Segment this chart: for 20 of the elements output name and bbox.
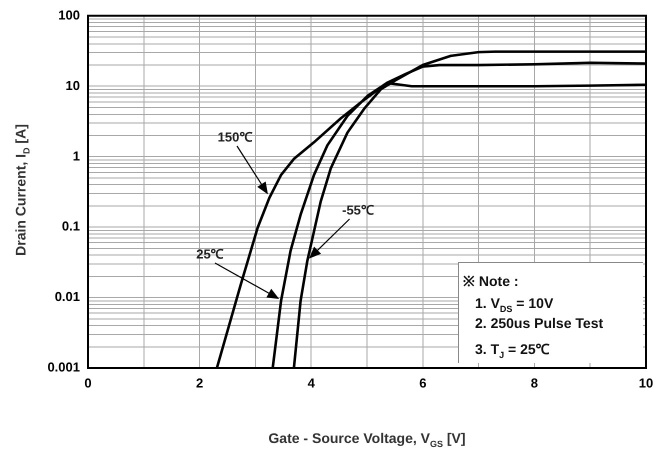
x-tick-label: 8	[530, 375, 538, 390]
annotation: ※ Note :	[463, 272, 519, 290]
y-tick-label: 1	[72, 148, 80, 164]
y-tick-label: 0.001	[47, 360, 80, 375]
x-tick-label: 2	[196, 375, 204, 390]
x-axis-title: Gate - Source Voltage, V$_{GS}$ [V]	[267, 430, 467, 449]
annotation: 2. 250us Pulse Test	[475, 315, 604, 331]
x-tick-label: 4	[308, 375, 316, 390]
y-tick-label: 10	[66, 78, 80, 93]
annotation: 25℃	[196, 246, 224, 262]
y-tick-label: 0.1	[62, 218, 80, 234]
x-tick-label: 6	[419, 375, 426, 390]
y-tick-label: 100	[58, 7, 80, 22]
y-tick-label: 0.01	[54, 289, 80, 304]
annotation: 3. T$_{J}$ = 25℃	[475, 340, 550, 360]
annotation: 1. V$_{DS}$ = 10V	[475, 295, 554, 314]
annotation: -55℃	[342, 202, 374, 218]
x-tick-label: 0	[84, 375, 92, 390]
x-tick-label: 10	[638, 375, 654, 390]
annotation: 150℃	[218, 130, 252, 145]
